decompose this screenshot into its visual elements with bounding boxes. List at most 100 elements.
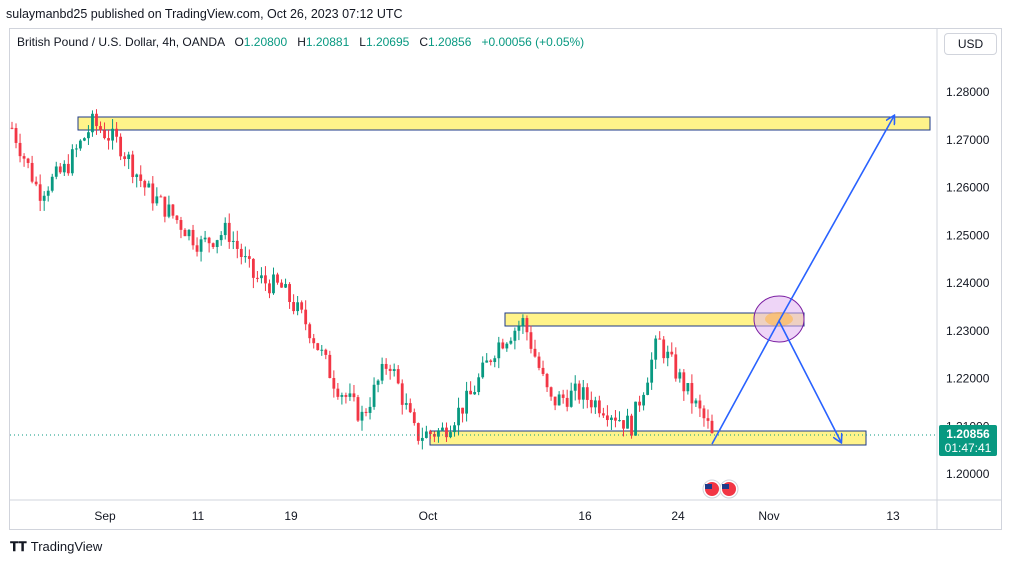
candle-body — [658, 338, 662, 340]
candle-body — [376, 380, 380, 385]
candle-body — [175, 215, 179, 221]
candle-body — [167, 204, 171, 217]
candle-body — [66, 163, 70, 174]
candle-body — [211, 243, 215, 248]
candle-body — [497, 342, 501, 359]
candle-body — [87, 132, 90, 139]
candle-body — [384, 363, 388, 369]
candle-body — [646, 382, 650, 395]
candle-body — [235, 240, 239, 249]
candle-body — [195, 245, 199, 252]
candle-body — [392, 369, 396, 371]
candle-body — [95, 113, 98, 127]
support-zone[interactable] — [429, 430, 867, 446]
low-value: 1.20695 — [365, 35, 410, 49]
candle-body — [328, 354, 332, 379]
candle-body — [352, 393, 356, 398]
candle-body — [103, 130, 106, 139]
price-axis-label: 1.23000 — [946, 324, 990, 338]
candle-body — [408, 403, 412, 413]
candle-body — [284, 284, 287, 288]
open-label: O — [234, 35, 244, 49]
candle-body — [537, 356, 541, 368]
candle-body — [14, 128, 18, 143]
projection-path-2[interactable] — [778, 116, 894, 322]
resistance-zone-upper[interactable] — [77, 116, 931, 131]
close-label: C — [419, 35, 429, 49]
candle-body — [678, 372, 682, 379]
candle-body — [380, 363, 384, 381]
candle-body — [710, 420, 714, 434]
candle-body — [529, 332, 533, 349]
candle-body — [38, 184, 42, 201]
candle-body — [243, 256, 247, 258]
candle-body — [573, 383, 577, 391]
candle-body — [477, 377, 481, 393]
time-axis-label: 16 — [578, 509, 592, 523]
candle-body — [513, 330, 517, 341]
candle-body — [18, 142, 22, 157]
candle-body — [155, 196, 159, 204]
economic-events-flags[interactable] — [702, 479, 739, 499]
candle-body — [585, 387, 589, 400]
candle-body — [348, 393, 352, 397]
candle-body — [163, 196, 167, 217]
candle-body — [485, 360, 489, 363]
price-axis-label: 1.28000 — [946, 85, 990, 99]
currency-button[interactable]: USD — [944, 33, 997, 55]
candle-body — [706, 418, 710, 421]
time-axis-label: 19 — [284, 509, 298, 523]
time-axis-label: 24 — [671, 509, 685, 523]
candle-body — [260, 275, 263, 279]
candle-body — [445, 427, 448, 438]
candle-body — [630, 415, 633, 436]
candle-body — [199, 239, 203, 252]
candle-body — [610, 417, 613, 421]
publish-info: sulaymanbd25 published on TradingView.co… — [6, 7, 403, 21]
candle-body — [521, 318, 525, 327]
candle-body — [441, 427, 444, 431]
candle-body — [690, 383, 694, 404]
candle-body — [119, 136, 123, 157]
candle-body — [280, 282, 283, 288]
candle-body — [219, 235, 223, 241]
candlestick-series — [10, 109, 714, 450]
candle-body — [123, 156, 127, 159]
candle-body — [115, 128, 118, 137]
candle-body — [569, 390, 573, 407]
candle-body — [223, 222, 227, 236]
last-price-value: 1.20856 — [946, 427, 990, 441]
candle-body — [332, 378, 336, 389]
candle-body — [356, 397, 360, 421]
candle-body — [159, 196, 163, 198]
candle-body — [650, 359, 654, 383]
price-axis[interactable]: 1.28000 1.27000 1.26000 1.25000 1.24000 1.230… — [946, 85, 990, 481]
candle-body — [396, 369, 400, 384]
candle-body — [111, 128, 114, 141]
candle-body — [344, 395, 348, 397]
candle-body — [698, 400, 702, 409]
candle-body — [593, 400, 597, 408]
candle-body — [143, 180, 147, 188]
time-axis-label: 13 — [886, 509, 900, 523]
breakout-highlight-core — [765, 312, 793, 326]
candle-body — [191, 229, 195, 246]
candle-body — [50, 176, 54, 191]
candle-body — [70, 149, 74, 174]
time-axis[interactable]: Sep 11 19 Oct 16 24 Nov 13 — [94, 509, 900, 523]
candle-body — [300, 302, 304, 310]
high-label: H — [297, 35, 306, 49]
time-axis-label: Oct — [419, 509, 438, 523]
price-axis-label: 1.26000 — [946, 181, 990, 195]
tradingview-logo-icon: 𝐓𝐓 — [10, 539, 27, 554]
candle-body — [131, 154, 135, 178]
candle-body — [694, 400, 698, 404]
candle-body — [247, 256, 251, 259]
candle-body — [622, 420, 625, 429]
candle-body — [481, 362, 485, 378]
candle-body — [549, 387, 553, 397]
symbol-legend[interactable]: British Pound / U.S. Dollar, 4h, OANDA O… — [17, 35, 584, 49]
candle-body — [42, 195, 46, 201]
price-axis-label: 1.24000 — [946, 276, 990, 290]
